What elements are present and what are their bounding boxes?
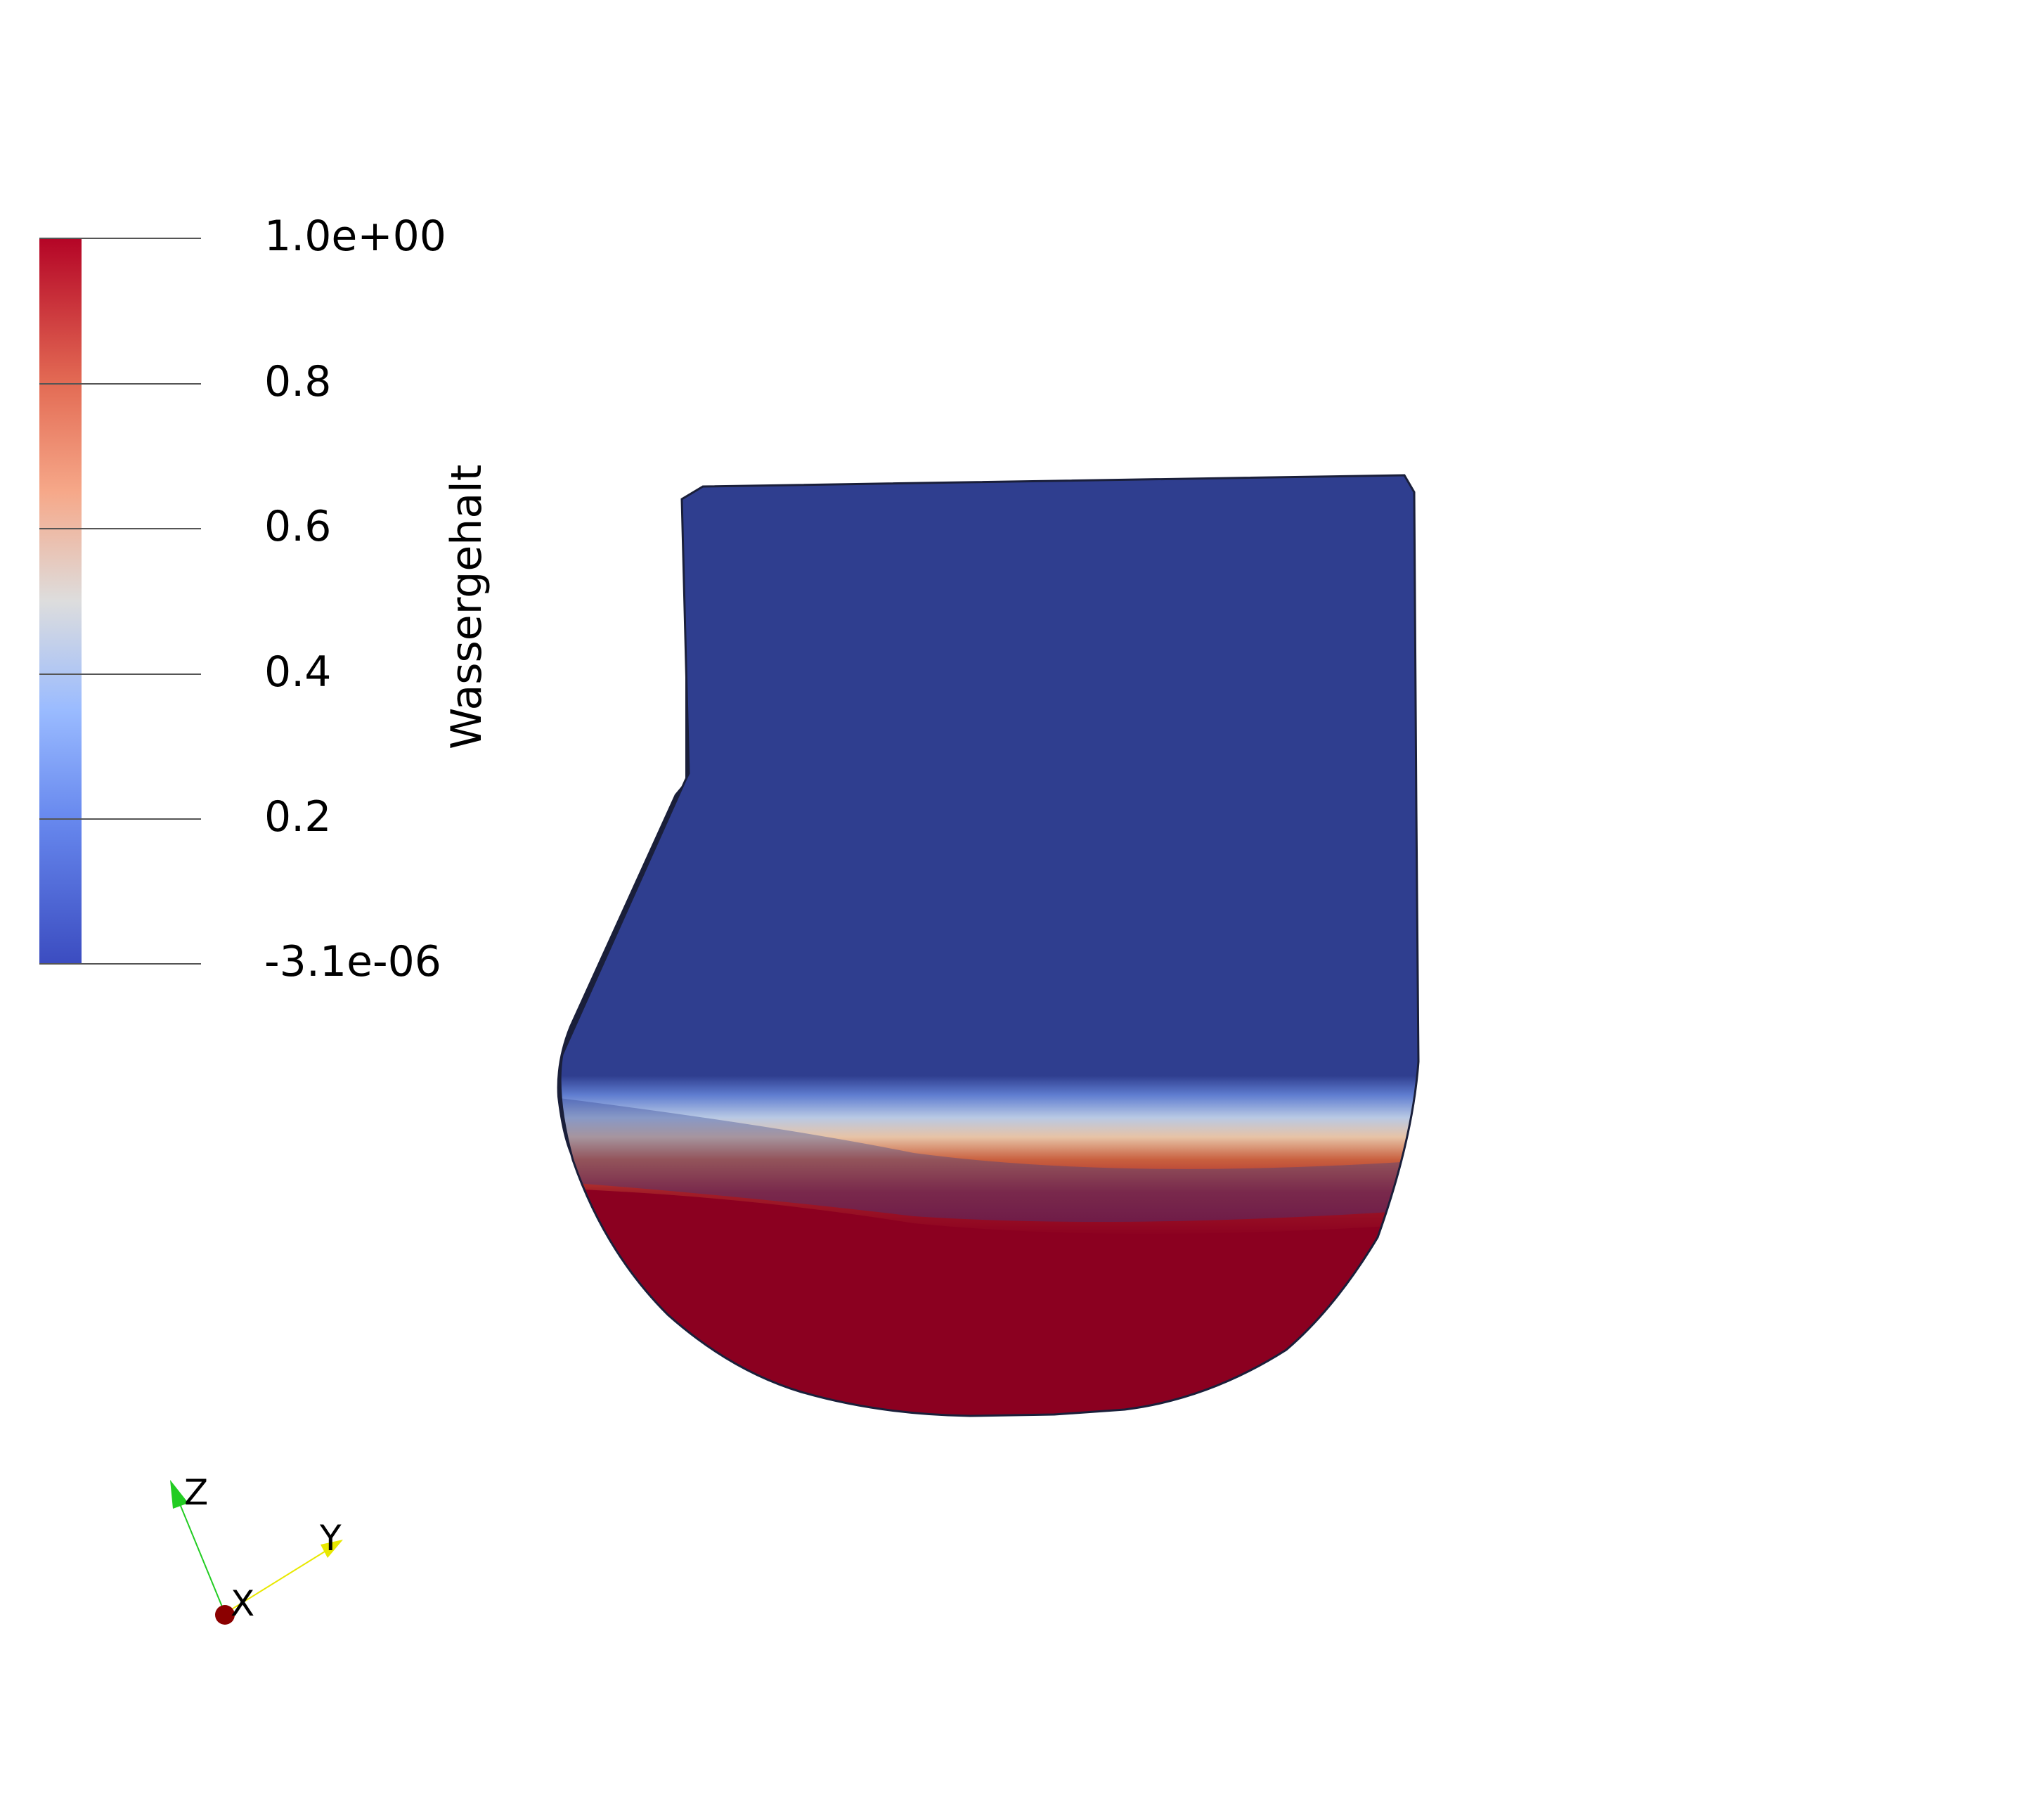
- y-axis-line: [224, 1547, 331, 1614]
- orientation-axes: Z Y X: [170, 1472, 343, 1625]
- z-axis-line: [175, 1493, 226, 1614]
- y-axis-label: Y: [319, 1518, 342, 1559]
- scalar-bar: 1.0e+00 0.8 0.6 0.4 0.2 -3.1e-06 Wasserg…: [39, 212, 491, 986]
- z-axis-arrow-icon: [170, 1480, 188, 1509]
- model-surface[interactable]: [548, 464, 1434, 1427]
- wetting-front-band: [560, 1097, 1419, 1222]
- scalar-bar-label-0-4: 0.4: [264, 647, 331, 697]
- x-axis-dot-icon: [215, 1605, 235, 1625]
- wet-zone: [560, 1188, 1419, 1416]
- scalar-bar-label-0-6: 0.6: [264, 502, 331, 551]
- z-axis-label: Z: [184, 1472, 208, 1513]
- scalar-bar-label-max: 1.0e+00: [264, 212, 446, 261]
- scalar-bar-label-0-8: 0.8: [264, 357, 331, 406]
- scalar-bar-label-min: -3.1e-06: [264, 937, 441, 986]
- y-axis-arrow-icon: [321, 1540, 343, 1558]
- scalar-bar-gradient: [39, 238, 82, 965]
- scalar-bar-label-0-2: 0.2: [264, 792, 331, 842]
- x-axis-label: X: [231, 1583, 254, 1624]
- scalar-bar-title: Wassergehalt: [442, 465, 491, 749]
- scalar-bar-ticks: [39, 238, 201, 965]
- model-outline: [559, 474, 1420, 1417]
